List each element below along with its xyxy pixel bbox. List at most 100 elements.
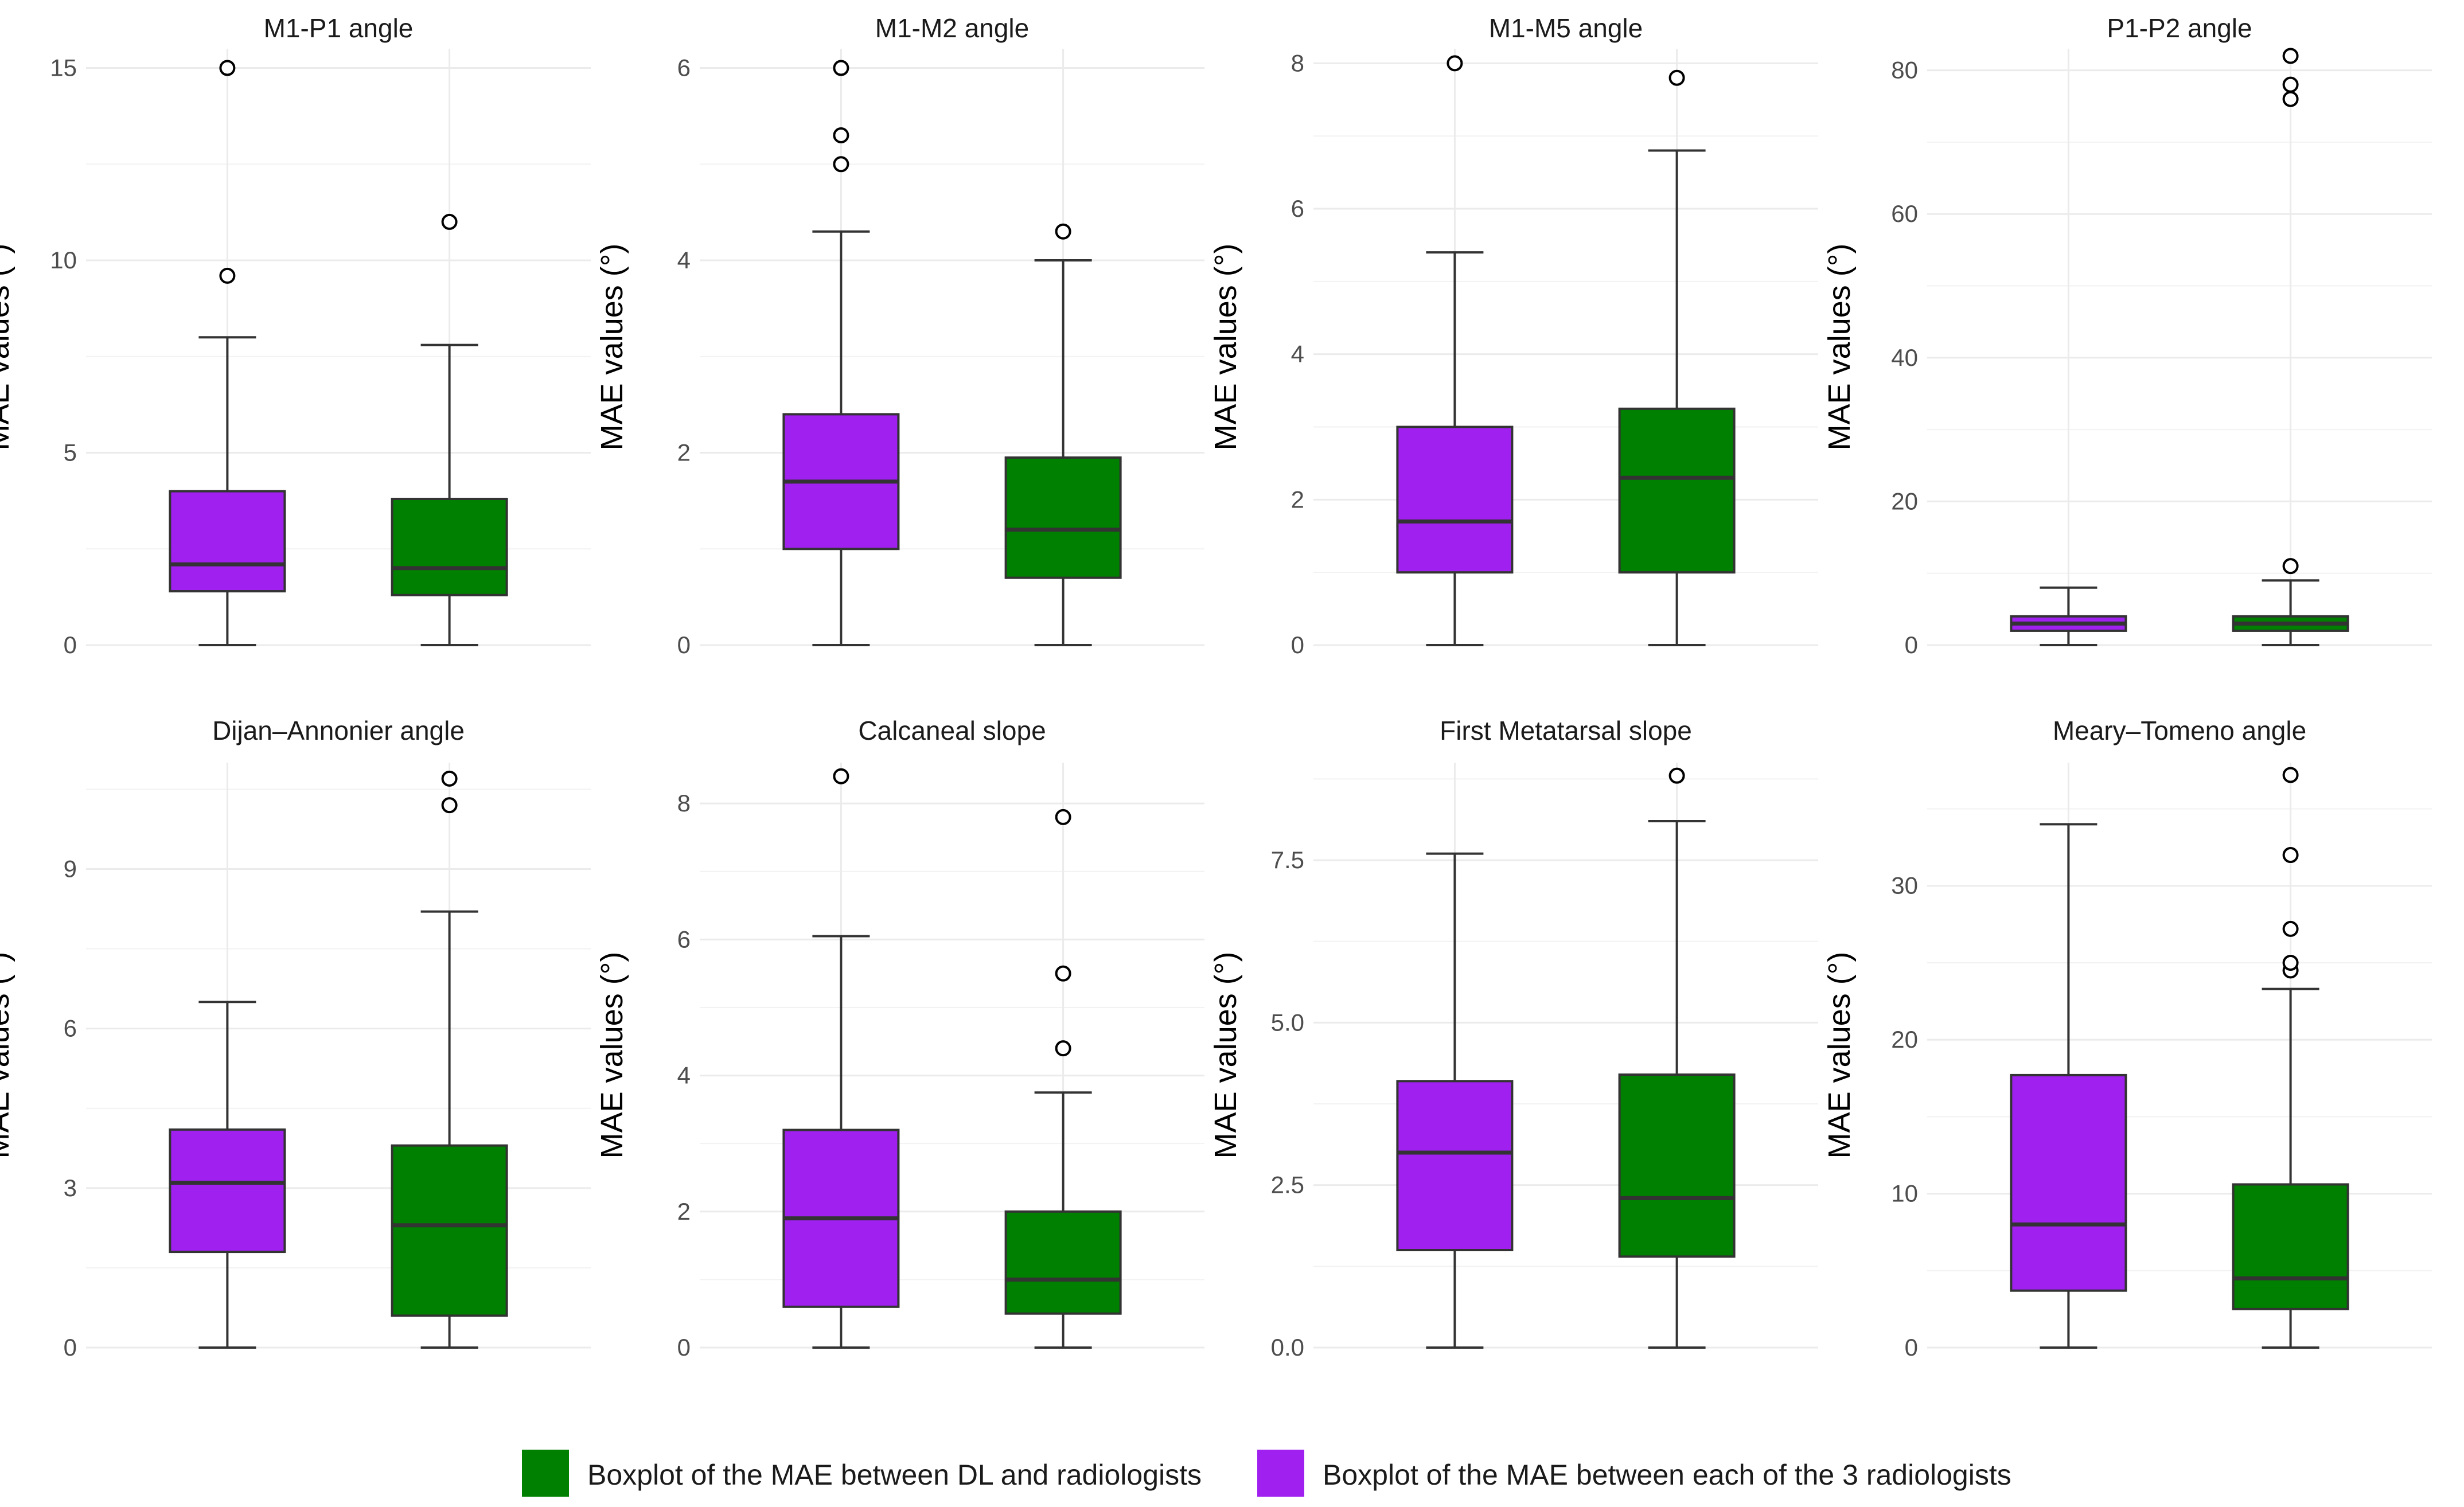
panel: Meary–Tomeno angle MAE values (°) 0 10 20 30 bbox=[1822, 716, 2432, 1361]
box-iqr bbox=[1396, 425, 1514, 574]
outlier-point bbox=[2282, 767, 2299, 783]
panel: P1-P2 angle MAE values (°) 0 20 40 60 80 bbox=[1822, 13, 2432, 658]
boxplot-series bbox=[1004, 809, 1122, 1349]
panel: M1-P1 angle MAE values (°) 0 5 10 15 bbox=[0, 13, 591, 658]
panel: First Metatarsal slope MAE values (°) 0.0 2… bbox=[1208, 716, 1818, 1361]
outlier-point bbox=[833, 156, 849, 173]
outlier-point bbox=[833, 127, 849, 143]
y-tick-label: 4 bbox=[677, 247, 691, 274]
y-axis-label: MAE values (°) bbox=[0, 244, 15, 451]
box-iqr bbox=[1618, 1073, 1736, 1258]
y-tick-label: 5.0 bbox=[1271, 1009, 1304, 1036]
y-tick-label: 9 bbox=[64, 855, 77, 882]
boxplot-series bbox=[782, 768, 900, 1349]
boxplot-series bbox=[2010, 586, 2127, 646]
outlier-point bbox=[1447, 55, 1463, 72]
panel: M1-M2 angle MAE values (°) 0 2 4 6 bbox=[595, 13, 1204, 658]
outlier-point bbox=[2282, 920, 2299, 937]
box-iqr bbox=[2232, 1183, 2349, 1310]
y-axis-label: MAE values (°) bbox=[595, 244, 629, 451]
boxplot-series bbox=[782, 60, 900, 646]
y-tick-label: 3 bbox=[64, 1174, 77, 1201]
legend: Boxplot of the MAE between DL and radiol… bbox=[522, 1450, 2011, 1497]
box-iqr bbox=[1396, 1080, 1514, 1252]
y-tick-label: 20 bbox=[1891, 487, 1918, 514]
panel: Calcaneal slope MAE values (°) 0 2 4 6 8 bbox=[595, 716, 1204, 1361]
legend-label-radiologists: Boxplot of the MAE between each of the 3… bbox=[1323, 1459, 2011, 1491]
y-tick-label: 4 bbox=[1291, 341, 1304, 368]
y-tick-label: 8 bbox=[1291, 49, 1304, 76]
box-iqr bbox=[169, 490, 286, 593]
panel-title: First Metatarsal slope bbox=[1440, 716, 1692, 745]
panel-title: M1-P1 angle bbox=[264, 13, 414, 43]
legend-swatch-dl-radiologists bbox=[522, 1450, 569, 1497]
outlier-point bbox=[2282, 91, 2299, 107]
boxplot-series bbox=[391, 213, 508, 646]
legend-label-dl-radiologists: Boxplot of the MAE between DL and radiol… bbox=[587, 1459, 1202, 1491]
y-tick-label: 40 bbox=[1891, 344, 1918, 371]
boxplot-series bbox=[1396, 55, 1514, 646]
y-tick-label: 4 bbox=[677, 1062, 691, 1089]
box-iqr bbox=[2010, 1073, 2127, 1292]
y-axis-label: MAE values (°) bbox=[0, 952, 15, 1159]
y-axis-label: MAE values (°) bbox=[595, 952, 629, 1159]
legend-swatch-radiologists bbox=[1257, 1450, 1304, 1497]
outlier-point bbox=[219, 60, 236, 76]
y-axis-label: MAE values (°) bbox=[1822, 952, 1857, 1159]
y-tick-label: 0 bbox=[677, 631, 691, 658]
panel-title: M1-M5 angle bbox=[1489, 13, 1643, 43]
y-axis-label: MAE values (°) bbox=[1208, 952, 1243, 1159]
y-tick-label: 15 bbox=[50, 54, 77, 81]
box-iqr bbox=[391, 1144, 508, 1317]
outlier-point bbox=[441, 213, 458, 230]
panel-title: Calcaneal slope bbox=[858, 716, 1046, 745]
y-tick-label: 30 bbox=[1891, 872, 1918, 899]
box-iqr bbox=[1004, 456, 1122, 579]
outlier-point bbox=[441, 797, 458, 814]
y-tick-label: 0 bbox=[64, 1334, 77, 1361]
y-tick-label: 2 bbox=[1291, 486, 1304, 513]
boxplot-series bbox=[2232, 48, 2349, 646]
panel: Dijan–Annonier angle MAE values (°) 0 3 6 9 bbox=[0, 716, 591, 1361]
outlier-point bbox=[2282, 847, 2299, 864]
boxplot-series bbox=[169, 60, 286, 646]
outlier-point bbox=[1055, 223, 1071, 240]
y-tick-label: 2.5 bbox=[1271, 1172, 1304, 1198]
panel-title: M1-M2 angle bbox=[875, 13, 1029, 43]
outlier-point bbox=[1055, 1040, 1071, 1057]
outlier-point bbox=[1055, 809, 1071, 825]
panel-title: Dijan–Annonier angle bbox=[212, 716, 465, 745]
box-iqr bbox=[1618, 407, 1736, 574]
y-tick-label: 80 bbox=[1891, 57, 1918, 84]
y-tick-label: 0 bbox=[64, 631, 77, 658]
y-tick-label: 0 bbox=[1905, 1334, 1918, 1361]
y-tick-label: 10 bbox=[1891, 1180, 1918, 1207]
boxplot-series bbox=[1004, 223, 1122, 646]
boxplot-series bbox=[1618, 767, 1736, 1349]
y-tick-label: 7.5 bbox=[1271, 846, 1304, 873]
box-iqr bbox=[1004, 1210, 1122, 1315]
y-tick-label: 2 bbox=[677, 439, 691, 466]
outlier-point bbox=[1668, 69, 1685, 86]
outlier-point bbox=[2282, 48, 2299, 64]
y-tick-label: 5 bbox=[64, 439, 77, 466]
y-tick-label: 0 bbox=[1291, 631, 1304, 658]
boxplot-series bbox=[2232, 767, 2349, 1349]
y-axis-label: MAE values (°) bbox=[1208, 244, 1243, 451]
outlier-point bbox=[2282, 76, 2299, 93]
y-tick-label: 6 bbox=[1291, 195, 1304, 222]
y-tick-label: 6 bbox=[677, 54, 691, 81]
boxplot-series bbox=[391, 770, 508, 1349]
y-tick-label: 60 bbox=[1891, 200, 1918, 227]
outlier-point bbox=[2282, 558, 2299, 575]
y-tick-label: 0.0 bbox=[1271, 1334, 1304, 1361]
y-tick-label: 10 bbox=[50, 247, 77, 274]
panel-title: P1-P2 angle bbox=[2107, 13, 2252, 43]
outlier-point bbox=[1668, 767, 1685, 784]
boxplot-series bbox=[169, 1001, 286, 1349]
outlier-point bbox=[833, 60, 849, 76]
outlier-point bbox=[219, 267, 236, 284]
y-tick-label: 20 bbox=[1891, 1026, 1918, 1053]
outlier-point bbox=[2282, 954, 2299, 971]
